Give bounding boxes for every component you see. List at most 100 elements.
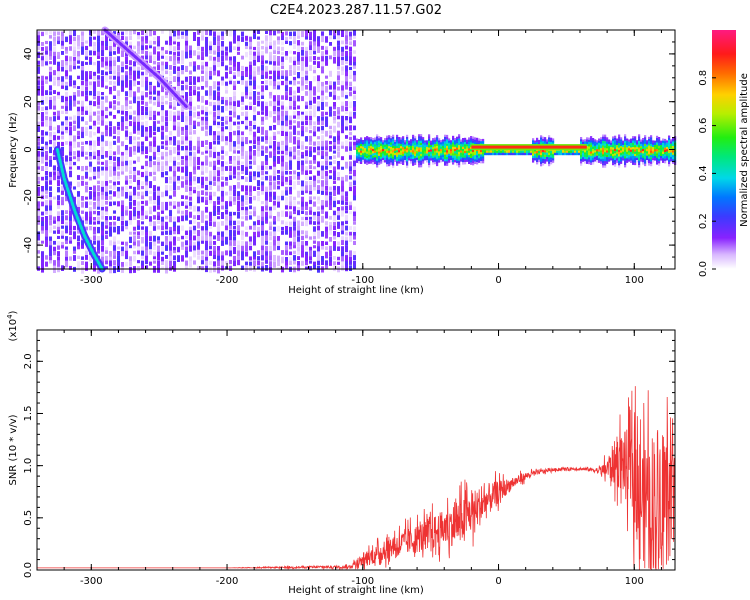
spectrogram-cell (177, 60, 180, 64)
spectrogram-cell (101, 240, 104, 245)
spectrogram-cell (588, 157, 591, 160)
spectrogram-cell (217, 116, 220, 120)
spectrogram-cell (85, 141, 88, 145)
spectrogram-cell (602, 141, 605, 144)
spectrogram-cell (390, 153, 393, 156)
spectrogram-cell (337, 176, 340, 181)
spectrogram-cell (333, 225, 336, 231)
spectrogram-cell (406, 161, 409, 164)
spectrogram-cell (117, 56, 120, 62)
spectrogram-cell (333, 190, 336, 196)
spectrogram-cell (49, 136, 52, 143)
spectrogram-cell (81, 216, 84, 224)
spectrogram-cell (468, 146, 471, 149)
spectrogram-cell (301, 61, 304, 67)
spectrogram-cell (193, 85, 196, 93)
spectrogram-cell (97, 240, 100, 247)
spectrogram-cell (137, 125, 140, 131)
spectrogram-cell (61, 135, 64, 140)
spectrogram-cell (644, 152, 647, 156)
spectrogram-cell (548, 150, 551, 153)
spectrogram-cell (205, 150, 208, 154)
spectrogram-cell (604, 158, 607, 162)
spectrogram-cell (201, 171, 204, 175)
spectrogram-cell (412, 139, 415, 142)
spectrogram-cell (145, 80, 148, 88)
spectrogram-cell (458, 154, 461, 157)
spectrogram-cell (169, 136, 172, 143)
spectrogram-cell (602, 156, 605, 159)
spectrogram-cell (189, 240, 192, 247)
spectrogram-cell (604, 165, 607, 168)
spectrogram-cell (293, 250, 296, 255)
spectrogram-cell (225, 116, 228, 123)
spectrogram-cell (41, 251, 44, 259)
spectrogram-cell (137, 105, 140, 112)
spectrogram-cell (69, 105, 72, 111)
spectrogram-cell (41, 140, 44, 144)
spectrogram-cell (313, 261, 316, 269)
spectrogram-cell (480, 161, 483, 164)
spectrogram-cell (189, 176, 192, 182)
spectrogram-cell (277, 141, 280, 148)
spectrogram-cell (205, 130, 208, 137)
spectrogram-cell (197, 86, 200, 90)
spectrogram-cell (396, 156, 399, 160)
spectrogram-cell (640, 146, 643, 149)
spectrogram-cell (341, 221, 344, 228)
spectrogram-cell (213, 255, 216, 260)
spectrogram-cell (542, 154, 545, 157)
spectrogram-cell (476, 157, 479, 160)
spectrogram-cell (468, 157, 471, 160)
spectrogram-cell (249, 146, 252, 152)
spectrogram-cell (221, 155, 224, 160)
spectrogram-cell (185, 76, 188, 84)
spectrogram-cell (69, 145, 72, 153)
spectrogram-cell (428, 158, 431, 161)
spectrogram-cell (73, 225, 76, 231)
spectrogram-cell (618, 143, 621, 146)
spectrogram-cell (404, 140, 407, 143)
spectrogram-cell (374, 157, 377, 160)
spectrogram-cell (109, 146, 112, 150)
spectrogram-cell (121, 221, 124, 225)
spectrogram-cell (101, 80, 104, 88)
spectrogram-cell (133, 121, 136, 129)
spectrogram-cell (285, 170, 288, 175)
spectrogram-cell (452, 160, 455, 163)
spectrogram-cell (420, 160, 423, 163)
spectrogram-cell (225, 220, 228, 227)
spectrogram-cell (508, 150, 511, 153)
spectrogram-cell (586, 154, 589, 158)
spectrogram-cell (362, 140, 365, 143)
spectrogram-cell (133, 166, 136, 172)
spectrogram-cell (185, 265, 188, 270)
spectrogram-cell (273, 195, 276, 200)
spectrogram-cell (57, 91, 60, 98)
spectrogram-cell (157, 245, 160, 252)
spectrogram-cell (285, 115, 288, 121)
spectrogram-cell (642, 162, 645, 165)
spectrogram-cell (412, 150, 415, 153)
spectrogram-cell (598, 140, 601, 144)
spectrogram-cell (93, 111, 96, 116)
spectrogram-cell (241, 165, 244, 172)
spectrogram-cell (470, 136, 473, 139)
spectrogram-cell (309, 256, 312, 261)
spectrogram-cell (362, 159, 365, 163)
spectrogram-cell (109, 216, 112, 220)
spectrogram-cell (364, 150, 367, 153)
spectrogram-cell (301, 190, 304, 195)
spectrogram-cell (269, 261, 272, 267)
spectrogram-cell (285, 225, 288, 233)
spectrogram-cell (321, 135, 324, 142)
spectrogram-cell (129, 210, 132, 218)
spectrogram-cell (41, 216, 44, 222)
spectrogram-cell (113, 236, 116, 243)
spectrogram-cell (57, 80, 60, 87)
spectrogram-cell (213, 250, 216, 258)
spectrogram-cell (229, 121, 232, 128)
spectrogram-cell (89, 166, 92, 173)
spectrogram-cell (265, 60, 268, 64)
spectrogram-cell (137, 100, 140, 108)
